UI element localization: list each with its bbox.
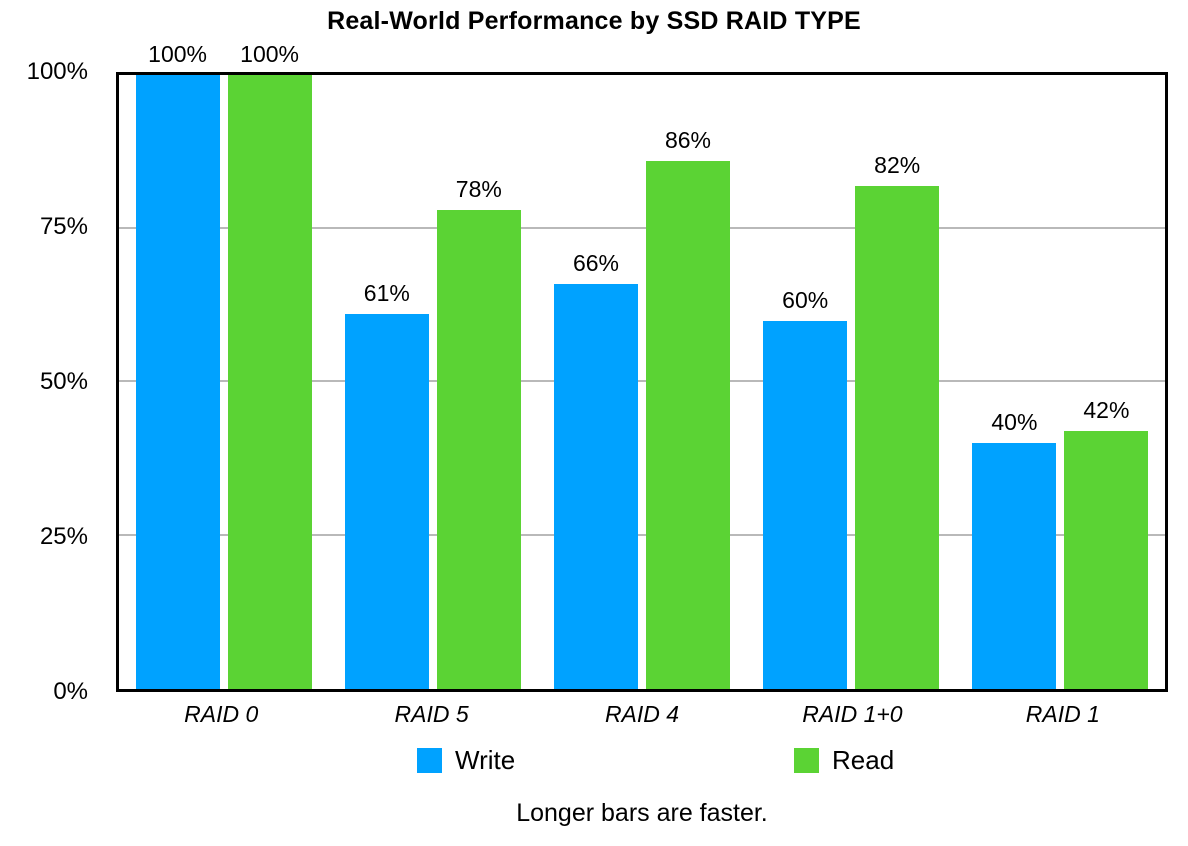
legend: Write Read <box>116 745 1168 775</box>
y-tick-label-100-: 100% <box>26 58 88 85</box>
chart-caption: Longer bars are faster. <box>516 799 768 827</box>
legend-item-read: Read <box>794 745 894 776</box>
read-swatch-icon <box>794 748 819 773</box>
bar-value-label: 40% <box>991 409 1038 436</box>
x-axis: RAID 0 RAID 5 RAID 4 RAID 1+0 RAID 1 <box>116 701 1168 728</box>
bar-group-raid-1-0: 60% 82% <box>747 75 956 689</box>
write-bar-raid-1-0: 60% <box>763 287 848 689</box>
read-bar-raid-1: 42% <box>1064 397 1149 689</box>
y-tick-label-25-: 25% <box>39 523 88 550</box>
gridline-25 <box>119 533 1165 536</box>
bar-value-label: 100% <box>148 41 208 67</box>
plot-area: 100% 100% 61% 78% 66% 86% 60% 82% 40% 42% <box>116 41 1168 692</box>
bar-group-raid-4: 66% 86% <box>537 75 746 689</box>
x-category-label-raid-0: RAID 0 <box>184 701 259 727</box>
legend-label-write: Write <box>455 745 516 775</box>
read-bar-raid-5: 78% <box>436 176 521 689</box>
bar-value-label: 60% <box>782 286 829 313</box>
legend-item-write: Write <box>417 745 515 776</box>
bar-value-label: 78% <box>455 176 502 203</box>
read-bar-raid-0: 100% <box>227 41 312 689</box>
y-axis: 0% 25% 50% 75% 100% <box>0 58 98 705</box>
bar-group-raid-1: 40% 42% <box>956 75 1165 689</box>
bar-value-label: 82% <box>874 151 921 178</box>
gridline-50 <box>119 380 1165 382</box>
x-category-label-raid-1: RAID 1 <box>1025 701 1100 727</box>
x-category-label-raid-4: RAID 4 <box>604 701 680 727</box>
bar-group-raid-0: 100% 100% <box>119 41 328 689</box>
gridline-75 <box>119 226 1165 229</box>
y-tick-label-50-: 50% <box>39 368 88 395</box>
bar-value-label: 100% <box>240 41 300 67</box>
bar-group-raid-5: 61% 78% <box>328 75 537 689</box>
legend-label-read: Read <box>832 745 895 775</box>
read-bar-raid-1-0: 82% <box>855 152 940 689</box>
bar-value-label: 61% <box>363 280 410 307</box>
write-bar-raid-4: 66% <box>554 250 638 689</box>
x-category-label-raid-5: RAID 5 <box>394 701 469 727</box>
chart-title: Real-World Performance by SSD RAID TYPE <box>327 7 861 35</box>
bar-value-label: 42% <box>1083 397 1130 424</box>
x-category-label-raid-1-0: RAID 1+0 <box>802 701 903 727</box>
y-tick-label-0-: 0% <box>53 678 88 705</box>
bar-value-label: 66% <box>572 249 620 276</box>
write-swatch-icon <box>417 748 442 773</box>
y-tick-label-75-: 75% <box>39 213 88 240</box>
read-bar-raid-4: 86% <box>646 127 730 689</box>
write-bar-raid-1: 40% <box>972 409 1057 689</box>
bar-value-label: 86% <box>664 126 712 153</box>
write-bar-raid-0: 100% <box>135 41 220 689</box>
bar-groups: 100% 100% 61% 78% 66% 86% 60% 82% 40% 42% <box>119 41 1165 689</box>
write-bar-raid-5: 61% <box>344 280 429 689</box>
